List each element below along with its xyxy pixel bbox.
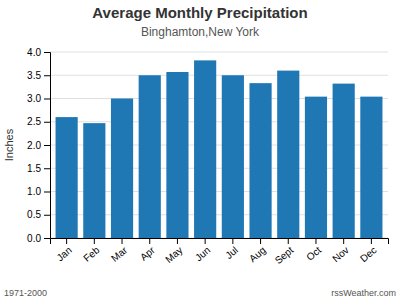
x-tick-mark <box>205 238 206 244</box>
y-tick-label: 2.0 <box>27 140 41 151</box>
x-tick-mark <box>315 238 316 244</box>
y-axis-line <box>44 53 51 239</box>
y-tick: 3.5 <box>27 70 50 81</box>
plot: 0.0 0.5 1.0 1.5 2.0 2.5 3.0 3.5 4.0 Jan Feb Mar Apr M… <box>27 47 388 266</box>
x-tick-mark <box>288 238 289 244</box>
bar <box>56 117 78 238</box>
x-tick: Aug <box>247 238 268 264</box>
bar <box>360 97 382 238</box>
y-tick: 3.0 <box>27 93 50 104</box>
x-tick: Oct <box>304 238 323 263</box>
y-tick: 1.5 <box>27 163 50 174</box>
y-tick: 2.0 <box>27 140 50 151</box>
y-tick-label: 3.0 <box>27 93 41 104</box>
x-tick-label: Jun <box>193 244 212 263</box>
bar <box>222 75 244 238</box>
x-tick: Sept <box>273 238 296 266</box>
grid-line <box>50 75 388 76</box>
title: Average Monthly Precipitation <box>92 4 307 21</box>
x-tick-label: Mar <box>109 244 130 264</box>
x-tick: Feb <box>81 238 102 264</box>
bar <box>305 97 327 238</box>
y-tick-label: 1.5 <box>27 163 41 174</box>
y-tick-mark <box>44 99 50 100</box>
x-tick: Nov <box>330 238 351 264</box>
x-axis-line <box>51 239 389 245</box>
x-tick: May <box>163 238 185 265</box>
x-tick: Jan <box>54 238 73 263</box>
x-tick-label: Nov <box>330 244 351 264</box>
bar <box>83 123 105 238</box>
y-tick: 0.0 <box>27 233 50 244</box>
y-tick-mark <box>44 215 50 216</box>
y-tick: 4.0 <box>27 47 50 58</box>
x-tick-mark <box>232 238 233 244</box>
y-tick-mark <box>44 168 50 169</box>
x-tick-mark <box>343 238 344 244</box>
subtitle: Binghamton,New York <box>141 25 260 39</box>
x-tick: Apr <box>138 238 158 263</box>
x-tick-label: Dec <box>358 244 379 264</box>
bar <box>139 75 161 238</box>
y-tick-label: 4.0 <box>27 47 41 58</box>
footer: rssWeather.com <box>331 288 396 298</box>
y-tick-label: 0.0 <box>27 233 41 244</box>
y-tick-label: 3.5 <box>27 70 41 81</box>
y-tick-mark <box>44 122 50 123</box>
y-tick-mark <box>44 145 50 146</box>
x-tick-mark <box>122 238 123 244</box>
x-tick-label: Apr <box>138 244 158 263</box>
x-tick: Dec <box>358 238 379 264</box>
x-tick: Mar <box>109 238 130 264</box>
x-tick-mark <box>94 238 95 244</box>
y-tick-label: 2.5 <box>27 116 41 127</box>
bars <box>56 60 383 238</box>
x-tick-label: Jul <box>223 244 240 261</box>
bar <box>277 71 299 238</box>
bar <box>166 72 188 238</box>
x-tick-mark <box>177 238 178 244</box>
y-tick: 0.5 <box>27 209 50 220</box>
x-tick-label: Sept <box>273 244 296 266</box>
y-tick-mark <box>44 238 50 239</box>
x-tick-mark <box>149 238 150 244</box>
x-tick: Jul <box>223 238 240 261</box>
bar <box>111 99 133 239</box>
bar <box>333 84 355 238</box>
y-tick-mark <box>44 75 50 76</box>
x-tick-mark <box>260 238 261 244</box>
x-tick: Jun <box>193 238 212 263</box>
x-tick-label: Feb <box>81 244 102 264</box>
y-tick-label: 1.0 <box>27 186 41 197</box>
y-tick: 1.0 <box>27 186 50 197</box>
x-tick-mark <box>66 238 67 244</box>
y-tick-mark <box>44 192 50 193</box>
x-axis: Jan Feb Mar Apr May Jun Jul AugSept Oct Nov Dec <box>51 238 389 266</box>
y-tick: 2.5 <box>27 116 50 127</box>
x-tick-mark <box>371 238 372 244</box>
y-tick-mark <box>44 52 50 53</box>
y-axis: 0.0 0.5 1.0 1.5 2.0 2.5 3.0 3.5 4.0 <box>27 47 50 244</box>
bar <box>194 60 216 238</box>
x-tick-label: May <box>163 244 185 265</box>
grid <box>50 52 388 238</box>
y-axis-title: Inches <box>3 128 15 161</box>
y-tick-label: 0.5 <box>27 209 41 220</box>
footer: 1971-2000 <box>4 288 47 298</box>
bar <box>249 83 271 238</box>
chart: Average Monthly Precipitation Binghamton,… <box>0 0 400 300</box>
x-tick-label: Jan <box>54 244 73 263</box>
x-tick-label: Aug <box>247 244 268 264</box>
x-tick-label: Oct <box>304 244 323 263</box>
grid-line <box>50 52 388 53</box>
